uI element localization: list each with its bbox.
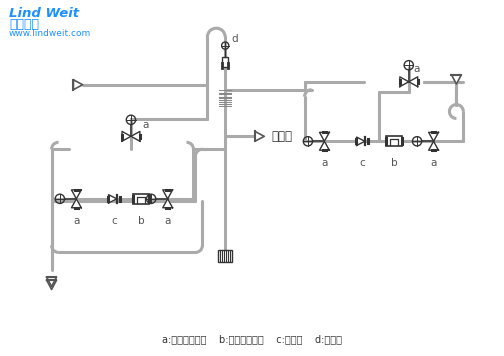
Polygon shape (409, 77, 418, 87)
Polygon shape (122, 131, 131, 141)
Text: b: b (391, 158, 397, 168)
Text: c: c (359, 158, 365, 168)
Text: Lind Weit: Lind Weit (9, 7, 79, 20)
Text: a: a (321, 158, 328, 168)
Text: a: a (164, 216, 171, 226)
Text: 林德伟特: 林德伟特 (9, 18, 39, 31)
Text: a: a (73, 216, 80, 226)
Polygon shape (429, 141, 438, 150)
Polygon shape (356, 137, 365, 146)
Polygon shape (47, 280, 56, 289)
Polygon shape (163, 199, 172, 208)
Polygon shape (72, 190, 81, 199)
Text: c: c (111, 216, 117, 226)
Text: d: d (231, 34, 238, 44)
Polygon shape (47, 277, 56, 287)
Text: www.lindweit.com: www.lindweit.com (9, 29, 91, 38)
Polygon shape (429, 132, 438, 141)
Polygon shape (320, 141, 329, 150)
Polygon shape (72, 199, 81, 208)
Text: a: a (430, 158, 437, 168)
Bar (386, 136, 402, 146)
Polygon shape (74, 80, 83, 90)
Polygon shape (320, 132, 329, 141)
Polygon shape (108, 195, 117, 203)
Text: b: b (138, 216, 144, 226)
Bar (133, 194, 149, 204)
Text: 去设备: 去设备 (272, 130, 293, 143)
Polygon shape (452, 75, 461, 84)
Polygon shape (131, 131, 140, 141)
Text: a: a (414, 64, 420, 74)
Text: a:波纹管截止阀    b:倒吊桶疏水阀    c:止回阀    d:排气阀: a:波纹管截止阀 b:倒吊桶疏水阀 c:止回阀 d:排气阀 (162, 334, 342, 344)
Polygon shape (255, 131, 264, 141)
Polygon shape (400, 77, 409, 87)
Bar (222, 57, 228, 67)
Text: a: a (143, 120, 149, 130)
Bar (218, 250, 232, 262)
Polygon shape (163, 190, 172, 199)
